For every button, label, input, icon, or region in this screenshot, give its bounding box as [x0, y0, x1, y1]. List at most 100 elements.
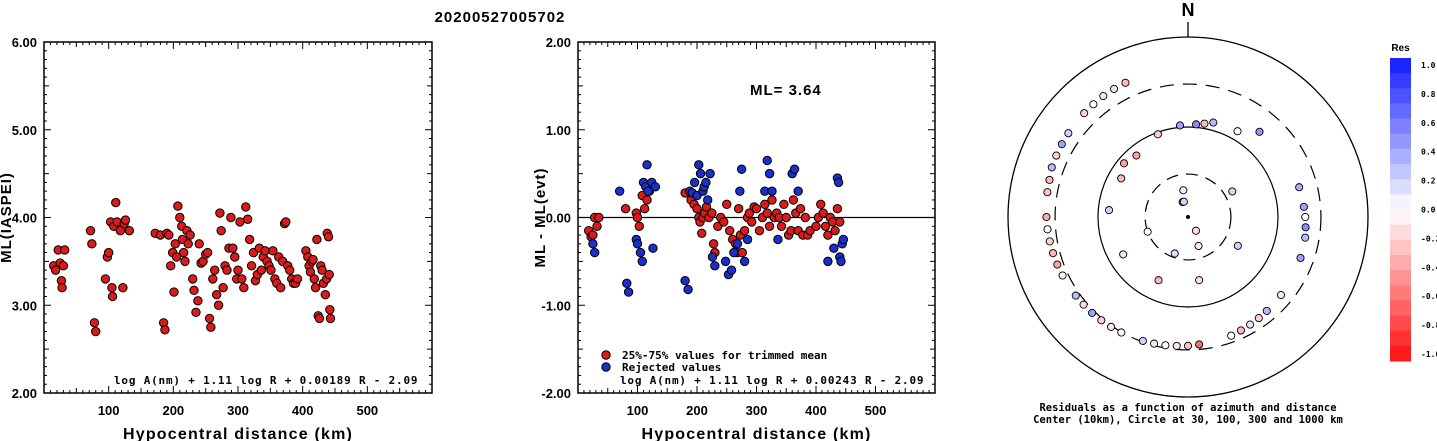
trimmed-point	[823, 230, 833, 240]
colorbar-tick-label: 0.2	[1421, 177, 1436, 186]
rejected-point	[648, 243, 658, 253]
rejected-point	[823, 256, 833, 267]
rejected-point	[588, 239, 598, 249]
data-point	[59, 245, 70, 255]
data-point	[173, 201, 183, 211]
y-tick-label: 5.00	[12, 123, 37, 138]
ring-1000km	[1007, 36, 1369, 398]
residual-point	[1048, 249, 1058, 258]
residual-point	[1172, 341, 1181, 350]
rejected-point	[838, 234, 849, 245]
residual-point	[1255, 127, 1264, 136]
data-point	[260, 246, 270, 256]
data-point	[91, 326, 101, 337]
y-tick-label: 2.00	[546, 35, 571, 50]
data-point	[325, 313, 336, 324]
trimmed-point	[634, 221, 644, 231]
caption-line-1: Residuals as a function of azimuth and d…	[1039, 402, 1336, 414]
colorbar-tick-label: 0.6	[1421, 119, 1436, 128]
trimmed-point	[751, 204, 762, 214]
residual-point	[1296, 253, 1305, 263]
data-point	[185, 230, 195, 240]
data-point	[218, 283, 228, 293]
data-point	[246, 261, 257, 271]
trimmed-point	[760, 199, 770, 210]
data-point	[305, 267, 316, 277]
page-title: 20200527005702	[434, 9, 566, 26]
colorbar-tick-label: 0.4	[1421, 148, 1436, 157]
data-point	[107, 283, 117, 293]
y-tick-label: -2.00	[541, 386, 571, 401]
y-tick-label: 2.00	[12, 386, 37, 401]
ring-30km	[1144, 173, 1232, 261]
residual-point	[1209, 118, 1218, 127]
data-point	[226, 212, 236, 223]
data-point	[324, 269, 334, 280]
trimmed-point	[811, 221, 821, 231]
residual-point	[1071, 291, 1080, 300]
data-point	[183, 239, 193, 249]
data-point	[103, 247, 114, 258]
data-point	[239, 283, 249, 293]
rejected-point	[694, 160, 704, 170]
rejected-point	[764, 168, 775, 179]
x-tick-label: 200	[162, 403, 184, 418]
residual-point	[1254, 314, 1263, 323]
data-point	[309, 274, 320, 284]
residual-point	[1119, 159, 1129, 168]
formula-label: log A(nm) + 1.11 log R + 0.00189 R - 2.0…	[114, 374, 418, 387]
rejected-point	[705, 168, 715, 179]
residual-point	[1132, 151, 1141, 160]
residual-point	[1043, 188, 1052, 197]
caption-line-2: Center (10km), Circle at 30, 100, 300 an…	[1033, 414, 1343, 426]
x-tick-label: 300	[227, 403, 249, 418]
data-point	[85, 225, 96, 236]
trimmed-point	[781, 212, 791, 223]
data-point	[58, 261, 69, 271]
data-point	[213, 300, 224, 310]
data-point	[166, 261, 176, 271]
x-axis-label: Hypocentral distance (km)	[641, 426, 871, 441]
legend-marker-rejected	[601, 362, 611, 372]
colorbar-segment	[1390, 285, 1411, 301]
x-tick-label: 400	[292, 403, 314, 418]
residual-point	[1150, 339, 1159, 348]
data-point	[169, 287, 179, 297]
trimmed-point	[818, 208, 828, 218]
y-tick-label: -1.00	[541, 298, 571, 313]
ring-300km	[1054, 83, 1322, 351]
trimmed-point	[747, 217, 757, 227]
azimuth-residual-chart: N Residuals as a function of azimuth and …	[1007, 0, 1437, 426]
residual-point	[1058, 271, 1067, 280]
rejected-point	[680, 275, 690, 286]
residual-point	[1042, 212, 1051, 222]
trimmed-point	[708, 239, 719, 249]
residual-point	[1233, 127, 1242, 136]
trimmed-point	[594, 212, 604, 223]
y-axis-label: ML - ML(evt)	[532, 167, 549, 267]
data-point	[193, 296, 203, 306]
y-tick-label: 0.00	[546, 211, 571, 226]
colorbar-segment	[1390, 73, 1411, 89]
colorbar-tick-label: -0.4	[1421, 263, 1437, 272]
trimmed-point	[725, 225, 735, 236]
rejected-point	[729, 247, 739, 258]
residual-point	[1119, 250, 1128, 259]
residual-point	[1089, 100, 1098, 109]
trimmed-point	[795, 204, 806, 214]
colorbar-tick-label: -1.0	[1421, 350, 1437, 359]
rejected-point	[833, 177, 844, 188]
rejected-point	[689, 177, 700, 188]
rejected-point	[622, 278, 632, 289]
data-point	[164, 230, 174, 240]
y-tick-label: 3.00	[12, 298, 37, 313]
trimmed-point	[762, 208, 772, 218]
rejected-point	[589, 247, 600, 258]
rejected-point	[793, 186, 803, 196]
data-point	[211, 290, 222, 300]
data-point	[235, 217, 245, 227]
rejected-point	[632, 239, 643, 249]
data-point	[118, 283, 128, 293]
colorbar-segment	[1390, 330, 1411, 347]
